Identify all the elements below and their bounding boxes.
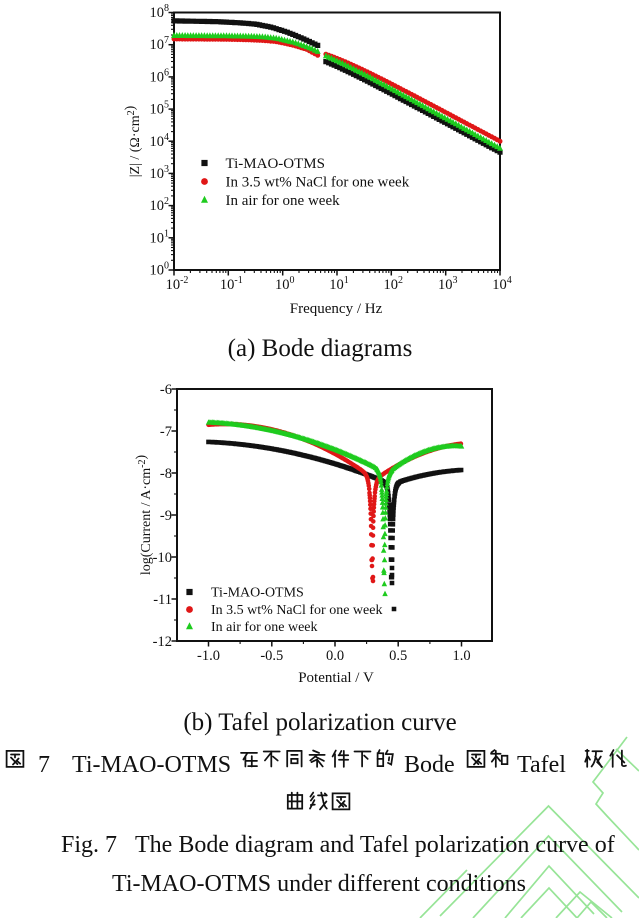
svg-text:-0.5: -0.5: [260, 648, 283, 664]
svg-text:104: 104: [150, 132, 170, 150]
svg-text:101: 101: [329, 275, 349, 293]
svg-text:0.0: 0.0: [326, 648, 344, 664]
svg-text:100: 100: [275, 275, 295, 293]
svg-text:(a) Bode diagrams: (a) Bode diagrams: [228, 335, 413, 362]
svg-text:107: 107: [150, 35, 170, 53]
svg-text:108: 108: [150, 3, 170, 21]
svg-text:101: 101: [150, 228, 170, 246]
svg-text:105: 105: [150, 100, 170, 118]
svg-text:103: 103: [150, 164, 170, 182]
svg-text:Bode: Bode: [404, 752, 455, 778]
svg-text:In 3.5 wt% NaCl for one week: In 3.5 wt% NaCl for one week: [211, 603, 382, 618]
svg-text:-9: -9: [160, 508, 172, 524]
svg-text:Potential / V: Potential / V: [298, 670, 374, 686]
svg-text:|Z| / (Ω·cm2): |Z| / (Ω·cm2): [123, 105, 143, 177]
svg-text:-12: -12: [153, 634, 172, 650]
svg-text:10-1: 10-1: [220, 275, 243, 293]
svg-text:100: 100: [150, 261, 170, 279]
svg-text:102: 102: [150, 196, 170, 214]
svg-text:102: 102: [384, 275, 404, 293]
svg-text:(b) Tafel polarization curve: (b) Tafel polarization curve: [183, 709, 456, 736]
svg-text:In air for one week: In air for one week: [211, 620, 318, 635]
svg-text:-11: -11: [153, 592, 172, 608]
svg-text:log(Current / A·cm-2): log(Current / A·cm-2): [134, 455, 154, 576]
svg-text:-8: -8: [160, 466, 172, 482]
svg-text:Ti-MAO-OTMS: Ti-MAO-OTMS: [226, 156, 325, 172]
svg-text:Tafel: Tafel: [517, 752, 566, 778]
svg-text:-1.0: -1.0: [197, 648, 220, 664]
svg-text:1.0: 1.0: [452, 648, 470, 664]
svg-text:In air for one week: In air for one week: [226, 193, 341, 209]
svg-text:-7: -7: [160, 424, 172, 440]
svg-text:103: 103: [438, 275, 458, 293]
svg-text:Ti-MAO-OTMS: Ti-MAO-OTMS: [211, 586, 304, 601]
svg-text:106: 106: [150, 67, 170, 85]
svg-text:Ti-MAO-OTMS: Ti-MAO-OTMS: [72, 752, 231, 778]
svg-text:Frequency / Hz: Frequency / Hz: [290, 301, 383, 317]
svg-text:0.5: 0.5: [389, 648, 407, 664]
svg-text:In 3.5 wt% NaCl for one week: In 3.5 wt% NaCl for one week: [226, 175, 410, 191]
svg-text:-10: -10: [153, 550, 172, 566]
svg-text:104: 104: [492, 275, 512, 293]
svg-text:10-2: 10-2: [166, 275, 189, 293]
svg-text:Fig. 7 The Bode diagram and: Fig. 7 The Bode diagram and Tafel polari…: [61, 832, 615, 858]
svg-text:7: 7: [38, 752, 50, 778]
svg-text:Ti-MAO-OTMS under different co: Ti-MAO-OTMS under different conditions: [112, 871, 526, 897]
svg-text:-6: -6: [160, 382, 172, 398]
